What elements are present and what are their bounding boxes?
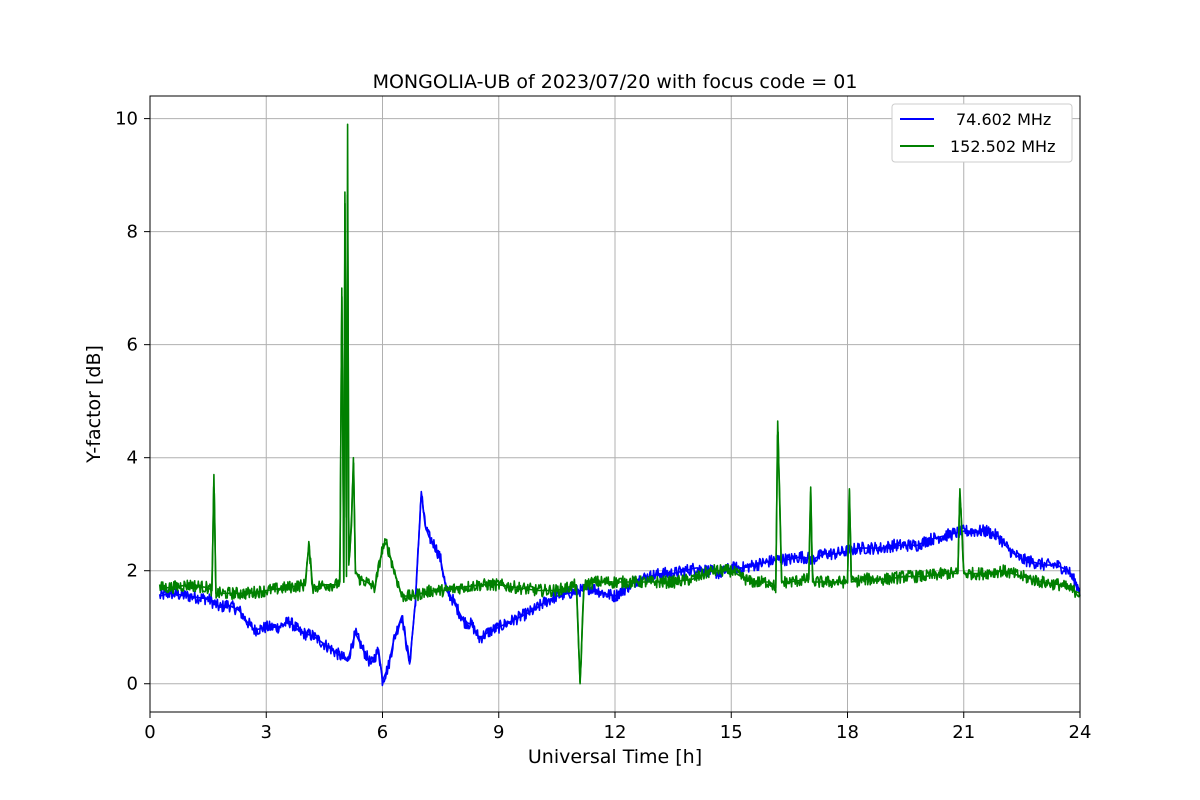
legend: 74.602 MHz 152.502 MHz [891, 103, 1073, 163]
y-tick-label: 4 [127, 448, 138, 469]
x-tick-label: 24 [1069, 722, 1092, 743]
series-line-1 [158, 194, 1081, 683]
x-tick-label: 0 [144, 722, 155, 743]
y-tick-label: 2 [127, 561, 138, 582]
x-tick-label: 9 [493, 722, 504, 743]
x-axis-label: Universal Time [h] [528, 746, 702, 768]
x-tick-label: 15 [720, 722, 743, 743]
x-tick-label: 21 [952, 722, 975, 743]
x-tick-label: 18 [836, 722, 859, 743]
y-tick-label: 8 [127, 222, 138, 243]
series-line-0 [158, 494, 1081, 687]
series-keypoints-1 [159, 123, 1081, 685]
legend-label-74mhz: 74.602 MHz [956, 110, 1051, 129]
series-keypoints-0 [159, 490, 1081, 682]
x-tick-label: 6 [377, 722, 388, 743]
series-layer [158, 123, 1081, 687]
x-tick-label: 3 [261, 722, 272, 743]
y-tick-label: 0 [127, 674, 138, 695]
legend-box [891, 103, 1073, 163]
y-tick-label: 6 [127, 335, 138, 356]
x-tick-label: 12 [604, 722, 627, 743]
legend-label-152mhz: 152.502 MHz [950, 137, 1055, 156]
chart-title: MONGOLIA-UB of 2023/07/20 with focus cod… [373, 71, 858, 93]
y-axis-label: Y-factor [dB] [83, 345, 105, 464]
y-tick-label: 10 [115, 109, 138, 130]
